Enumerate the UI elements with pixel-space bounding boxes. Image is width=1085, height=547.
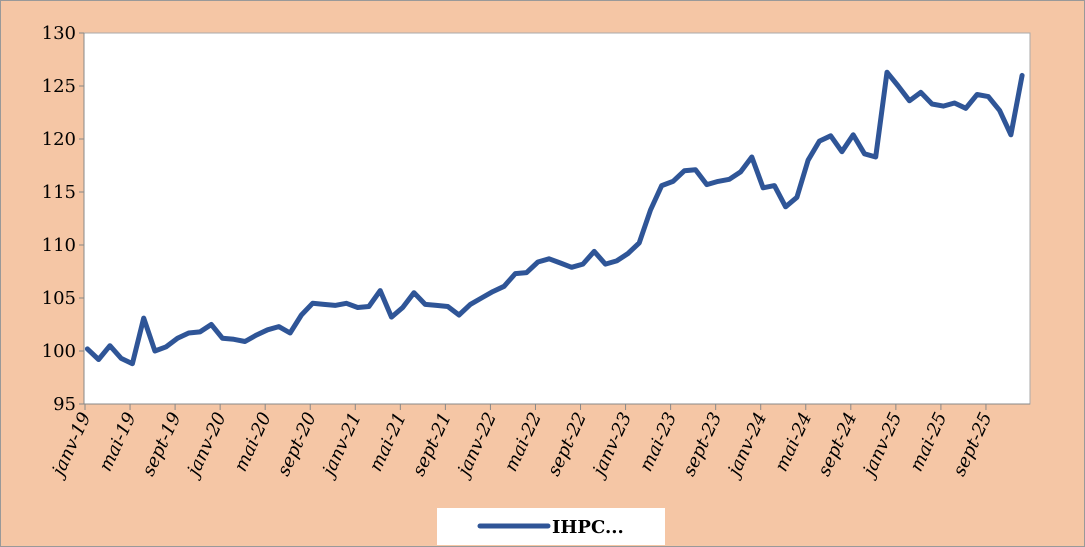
- series-line: [84, 69, 1025, 367]
- y-tick-label: 110: [42, 235, 76, 256]
- y-tick-label: 100: [42, 341, 76, 362]
- y-tick-label: 95: [53, 394, 76, 415]
- y-tick-label: 130: [42, 23, 76, 44]
- y-tick-label: 125: [42, 76, 76, 97]
- y-tick-label: 120: [42, 129, 76, 150]
- y-tick-label: 115: [42, 182, 76, 203]
- legend-box: [437, 508, 665, 545]
- legend-label: IHPC...: [552, 517, 624, 538]
- plot-area: [83, 32, 1031, 405]
- y-tick-label: 105: [42, 288, 76, 309]
